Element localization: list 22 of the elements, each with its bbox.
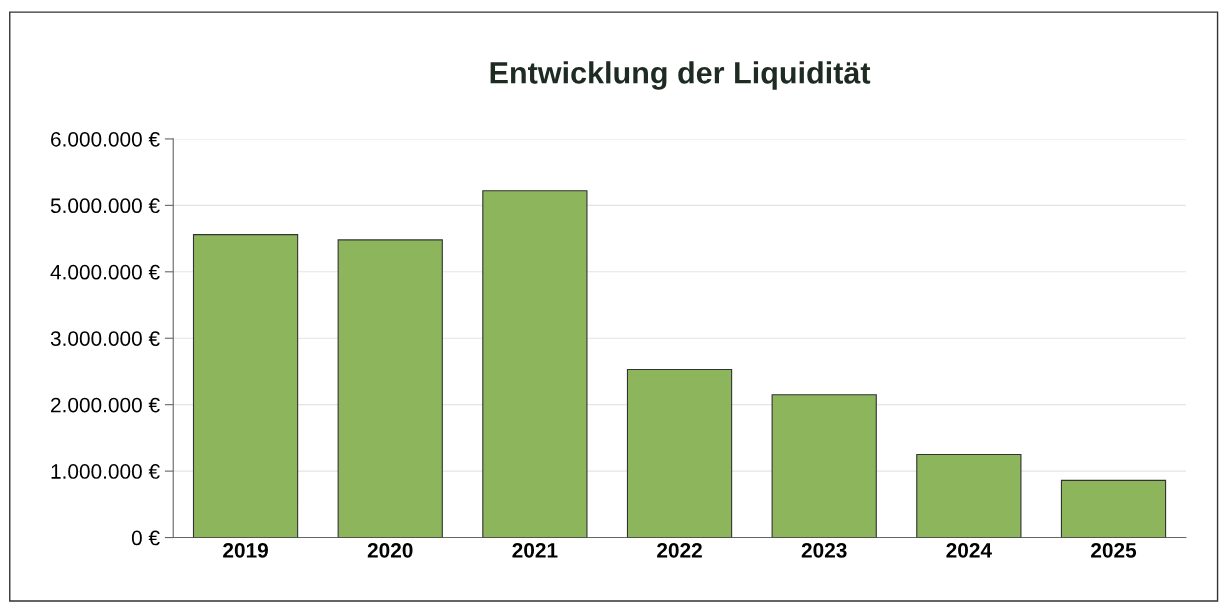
y-tick-label: 4.000.000 € bbox=[50, 264, 160, 280]
chart-title: Entwicklung der Liquidität bbox=[490, 61, 871, 90]
bar bbox=[1060, 479, 1167, 538]
y-tick-label: 5.000.000 € bbox=[50, 198, 160, 214]
bar bbox=[192, 234, 299, 538]
y-tick-label: 0 € bbox=[131, 530, 160, 546]
x-tick-label: 2019 bbox=[223, 542, 268, 558]
x-tick-label: 2021 bbox=[512, 542, 558, 558]
x-tick-label: 2022 bbox=[657, 542, 702, 558]
bar bbox=[626, 368, 733, 538]
bar bbox=[337, 239, 443, 538]
y-tick-label: 1.000.000 € bbox=[51, 464, 160, 479]
bar bbox=[916, 453, 1022, 538]
y-tick-label: 6.000.000 € bbox=[51, 131, 160, 147]
x-tick-label: 2020 bbox=[367, 542, 413, 558]
x-tick-label: 2025 bbox=[1091, 542, 1137, 558]
bar bbox=[771, 394, 877, 538]
x-tick-label: 2023 bbox=[801, 542, 847, 558]
x-tick-label: 2024 bbox=[946, 542, 992, 558]
y-tick-label: 3.000.000 € bbox=[50, 331, 160, 346]
bar bbox=[482, 190, 588, 538]
y-tick-label: 2.000.000 € bbox=[51, 397, 160, 413]
